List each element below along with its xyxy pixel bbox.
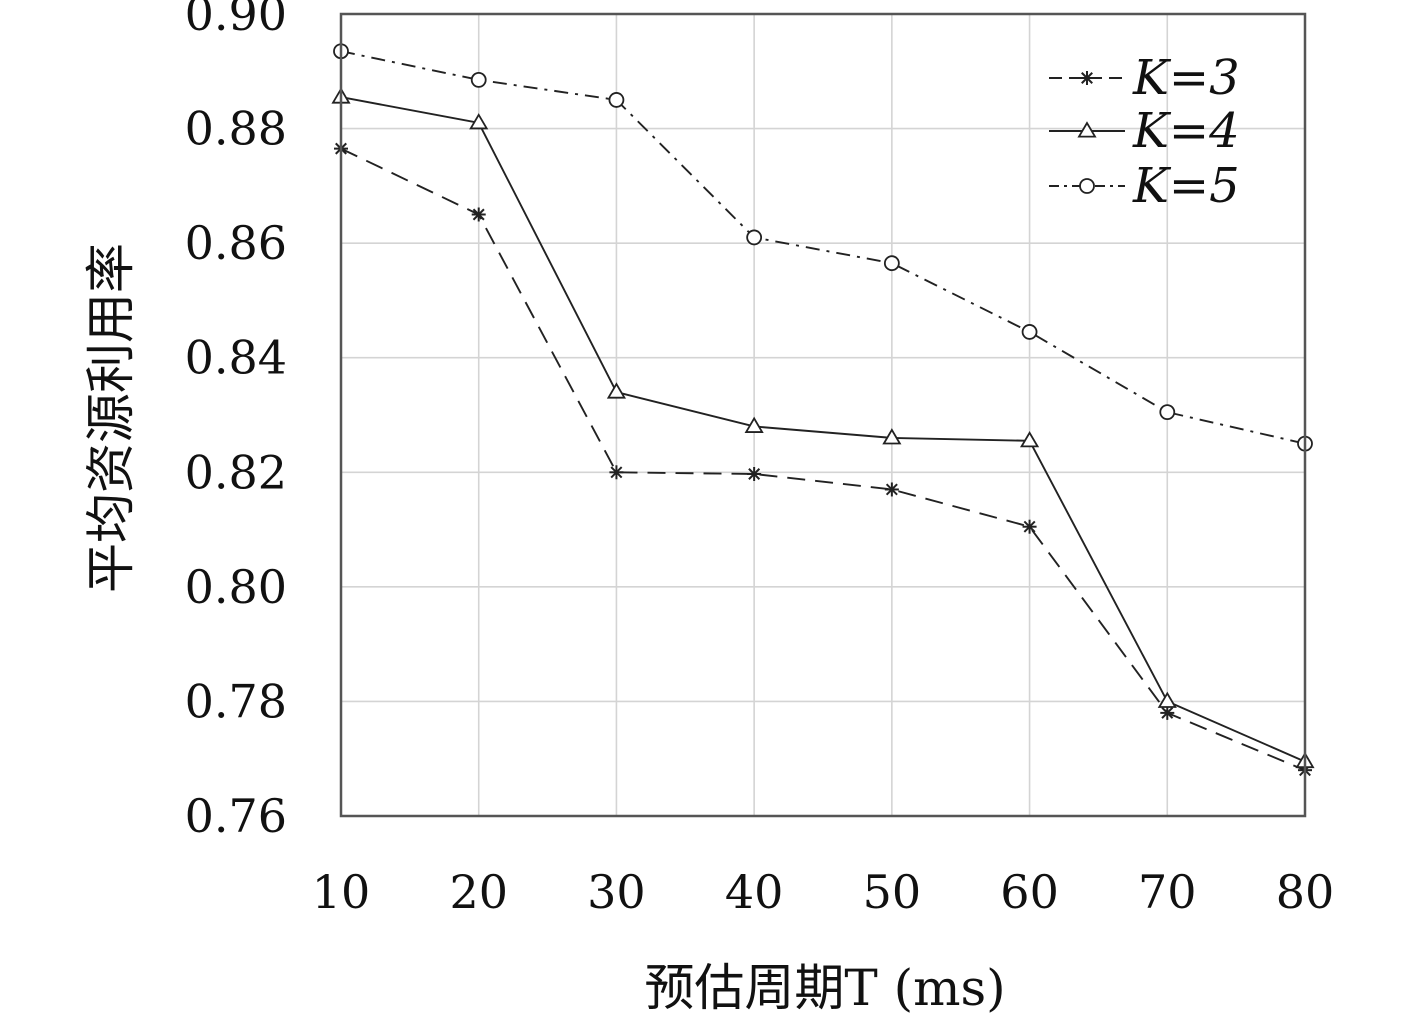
legend-entry: K=4 [1049, 103, 1240, 159]
series-1 [334, 141, 1312, 778]
x-tick-label: 50 [863, 865, 922, 919]
x-tick-label: 20 [449, 865, 508, 919]
x-tick-label: 10 [312, 865, 371, 919]
asterisk-stroke [610, 466, 623, 479]
y-axis-label: 平均资源利用率 [82, 243, 140, 593]
triangle-marker [1077, 121, 1097, 138]
series-2 [331, 87, 1315, 769]
circle-marker [1079, 178, 1095, 194]
legend-label: K=4 [1132, 103, 1240, 159]
x-axis-label: 预估周期T (ms) [644, 959, 1005, 1017]
y-tick-label: 0.86 [185, 216, 287, 270]
grid [340, 13, 1306, 817]
tick-labels: 10 20 30 40 50 60 70 80 0.76 0.78 0.80 0.82 0.84 0.86… [185, 0, 1335, 919]
y-tick-label: 0.78 [185, 674, 287, 728]
y-tick-label: 0.84 [185, 331, 287, 385]
x-tick-label: 70 [1138, 865, 1197, 919]
circle-marker [608, 92, 625, 108]
asterisk-stroke [1161, 706, 1174, 719]
y-tick-label: 0.80 [185, 560, 287, 614]
circle-marker [470, 71, 487, 88]
series-group [331, 43, 1315, 778]
legend: K=3K=4K=5 [1049, 50, 1240, 214]
y-tick-label: 0.90 [185, 0, 287, 41]
legend-entry: K=3 [1049, 50, 1240, 106]
y-tick-label: 0.82 [185, 445, 287, 499]
circle-marker [1021, 324, 1038, 340]
asterisk-stroke [885, 483, 898, 496]
series-line [340, 147, 1306, 772]
y-tick-label: 0.76 [185, 789, 287, 843]
x-tick-label: 60 [1000, 865, 1059, 919]
x-tick-label: 40 [725, 865, 784, 919]
asterisk-marker [609, 465, 624, 480]
legend-label: K=3 [1132, 50, 1240, 106]
asterisk-marker [747, 467, 762, 482]
legend-entry: K=5 [1049, 158, 1240, 214]
x-tick-label: 30 [587, 865, 646, 919]
y-tick-label: 0.88 [185, 102, 287, 156]
triangle-marker [1019, 431, 1040, 448]
triangle-marker [606, 382, 627, 399]
triangle-marker [1157, 691, 1177, 708]
circle-marker [1159, 404, 1176, 421]
asterisk-stroke [472, 208, 485, 221]
asterisk-stroke [1081, 72, 1093, 84]
x-tick-label: 80 [1276, 865, 1335, 919]
asterisk-marker [884, 482, 899, 497]
series-line [340, 96, 1306, 763]
triangle-marker [744, 416, 764, 433]
asterisk-stroke [1023, 520, 1036, 533]
triangle-marker [882, 428, 902, 445]
asterisk-marker [471, 207, 486, 222]
series-line [340, 50, 1306, 445]
plot-frame [339, 12, 1307, 818]
asterisk-marker [1080, 71, 1094, 85]
asterisk-marker [1022, 519, 1037, 534]
circle-marker [883, 255, 900, 272]
legend-label: K=5 [1132, 158, 1240, 214]
asterisk-stroke [748, 468, 761, 480]
circle-marker [746, 229, 763, 246]
triangle-marker [469, 113, 489, 130]
asterisk-marker [1160, 705, 1175, 720]
